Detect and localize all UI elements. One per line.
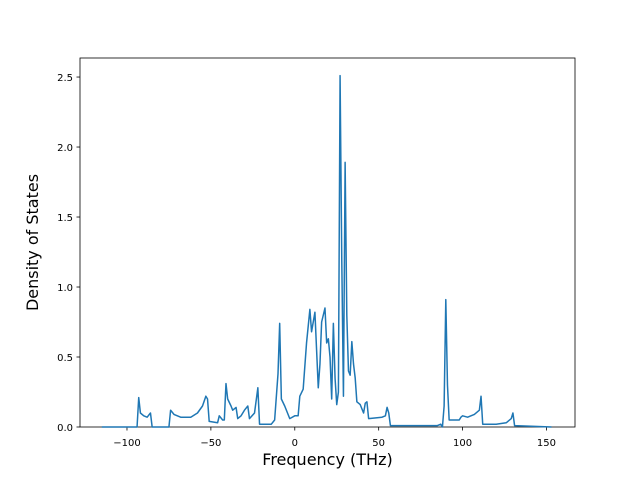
y-tick-label: 0.0	[57, 423, 73, 434]
y-axis-label: Density of States	[23, 174, 42, 311]
axes-frame	[79, 57, 576, 428]
x-tick-label: −50	[200, 438, 221, 449]
y-tick-label: 0.5	[57, 353, 73, 364]
x-tick-label: 150	[537, 438, 556, 449]
x-tick-label: 50	[372, 438, 385, 449]
y-tick-label: 1.5	[57, 213, 73, 224]
dos-line	[101, 74, 552, 428]
x-tick-label: 100	[453, 438, 472, 449]
y-tick-label: 2.5	[57, 73, 73, 84]
x-tick-label: 0	[292, 438, 298, 449]
y-tick-label: 1.0	[57, 283, 73, 294]
x-axis-label: Frequency (THz)	[262, 450, 392, 469]
y-tick-label: 2.0	[57, 143, 73, 154]
x-tick-label: −100	[113, 438, 140, 449]
